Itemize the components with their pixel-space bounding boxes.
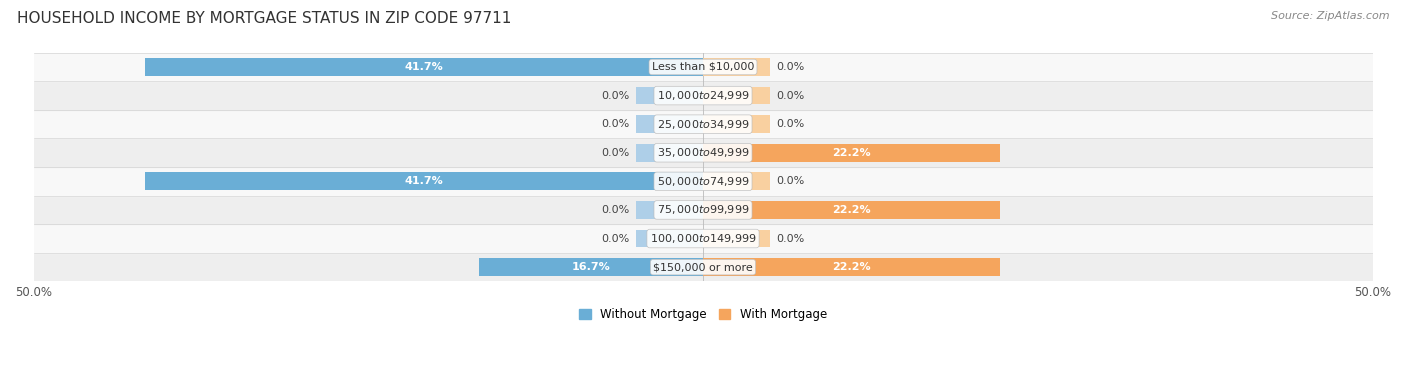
Bar [703,144,1000,162]
Text: 0.0%: 0.0% [602,233,630,244]
Bar [703,115,770,133]
Text: 22.2%: 22.2% [832,205,870,215]
Text: HOUSEHOLD INCOME BY MORTGAGE STATUS IN ZIP CODE 97711: HOUSEHOLD INCOME BY MORTGAGE STATUS IN Z… [17,11,512,26]
Text: $150,000 or more: $150,000 or more [654,262,752,272]
Text: $50,000 to $74,999: $50,000 to $74,999 [657,175,749,188]
Bar [636,230,703,247]
Text: 41.7%: 41.7% [405,62,443,72]
Bar [703,258,1000,276]
Bar [34,253,1372,281]
Text: 0.0%: 0.0% [602,205,630,215]
Bar [636,87,703,104]
Text: 0.0%: 0.0% [602,148,630,158]
Text: 16.7%: 16.7% [572,262,610,272]
Text: 0.0%: 0.0% [602,90,630,101]
Bar [145,58,703,76]
Bar [34,53,1372,81]
Bar [34,224,1372,253]
Text: 22.2%: 22.2% [832,148,870,158]
Bar [34,81,1372,110]
Bar [34,110,1372,138]
Bar [34,196,1372,224]
Text: 0.0%: 0.0% [776,119,804,129]
Bar [703,201,1000,219]
Text: 0.0%: 0.0% [776,233,804,244]
Bar [636,115,703,133]
Text: $10,000 to $24,999: $10,000 to $24,999 [657,89,749,102]
Bar [636,201,703,219]
Text: $25,000 to $34,999: $25,000 to $34,999 [657,118,749,131]
Bar [703,230,770,247]
Legend: Without Mortgage, With Mortgage: Without Mortgage, With Mortgage [574,303,832,326]
Bar [479,258,703,276]
Bar [145,173,703,190]
Text: Source: ZipAtlas.com: Source: ZipAtlas.com [1271,11,1389,21]
Text: $35,000 to $49,999: $35,000 to $49,999 [657,146,749,159]
Text: $100,000 to $149,999: $100,000 to $149,999 [650,232,756,245]
Text: 41.7%: 41.7% [405,176,443,186]
Bar [34,167,1372,196]
Text: 0.0%: 0.0% [776,176,804,186]
Text: 22.2%: 22.2% [832,262,870,272]
Text: $75,000 to $99,999: $75,000 to $99,999 [657,204,749,216]
Bar [636,144,703,162]
Bar [703,58,770,76]
Text: 0.0%: 0.0% [776,90,804,101]
Bar [703,87,770,104]
Bar [34,138,1372,167]
Bar [703,173,770,190]
Text: Less than $10,000: Less than $10,000 [652,62,754,72]
Text: 0.0%: 0.0% [602,119,630,129]
Text: 0.0%: 0.0% [776,62,804,72]
